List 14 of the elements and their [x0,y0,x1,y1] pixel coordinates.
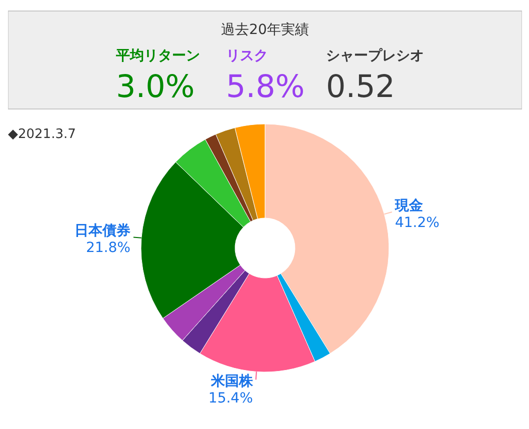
category-label: シャープレシオ [326,47,424,64]
category-label: リスク [226,48,268,64]
text: 過去20年実績 [221,22,309,38]
data-label: 15.4% [208,390,253,407]
text: 5.8% [226,69,305,105]
data-label: 21.8% [86,240,130,256]
chart-title: ◆2021.3.7 [8,127,76,142]
data-label: 41.2% [394,214,440,231]
text: 3.0% [116,69,195,105]
slice-label: 米国株 [210,374,254,390]
slice-label: 日本債券 [74,223,130,240]
text: 0.52 [326,69,396,105]
slice-label: 現金 [394,198,424,214]
category-label: 平均リターン [115,48,200,64]
